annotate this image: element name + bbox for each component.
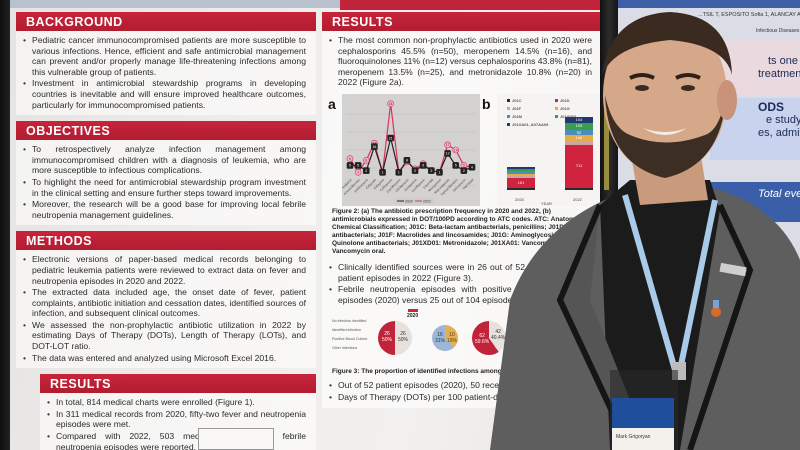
results-bullet: In 311 medical records from 2020, fifty-… [47,409,306,430]
bar-2022: 104 109 92 106 711 [565,116,593,190]
svg-text:2020: 2020 [405,199,413,203]
svg-text:5: 5 [357,164,359,168]
figure-1-frame [198,428,274,450]
poster-left-column: BACKGROUND Pediatric cancer immunocompro… [16,12,316,450]
svg-text:5: 5 [349,164,351,168]
bar-segment [507,167,535,170]
adjacent-poster-affiliation: Infectious Diseases Service and 2 [756,28,800,34]
bar-2020: 161 [507,167,535,190]
bar-segment: 92 [565,129,593,136]
bar-segment [565,187,593,190]
svg-text:8: 8 [406,159,408,163]
figure-2b-label: b [482,95,491,112]
pie-2020-overall [378,321,412,356]
background-bullet: Investment in antimicrobial stewardship … [23,78,306,110]
results-bullet: Febrile neutropenia episodes with positi… [329,284,592,305]
svg-text:17: 17 [446,143,450,147]
bar-segment [507,171,535,175]
objectives-bullet: To highlight the need for antimicrobial … [23,177,306,198]
methods-bullet: Electronic versions of paper-based medic… [23,254,306,286]
pie-2020-identified [432,325,458,352]
poster-middle-column: RESULTS The most common non-prophylactic… [322,12,607,414]
results-left-section: RESULTS In total, 814 medical charts wer… [40,374,316,450]
svg-text:9: 9 [349,157,351,161]
bar-segment: 109 [565,123,593,130]
svg-text:Linezolid: Linezolid [422,178,434,190]
bar-segment: 104 [565,116,593,124]
pie-year-2022: 2022 [510,309,521,319]
pie-legend: No infection identified Identified infec… [332,319,368,351]
objectives-section: OBJECTIVES To retrospectively analyze in… [16,121,316,226]
adjacent-poster-heading: ODS [758,100,785,114]
background-bullet: Pediatric cancer immunocompromised patie… [23,35,306,77]
bar-segment [507,169,535,172]
research-poster: BACKGROUND Pediatric cancer immunocompro… [10,0,607,450]
results-bullet: Compared with 2022, 503 medical records … [47,431,306,450]
svg-text:16: 16 [372,145,376,149]
bar-segment: 711 [565,145,593,188]
svg-text:21: 21 [389,136,393,140]
svg-text:1: 1 [398,171,400,175]
objectives-bullet: Moreover, the research will be a good ba… [23,199,306,220]
results-left-heading: RESULTS [40,374,316,394]
svg-text:1: 1 [357,171,359,175]
x-tick-2020: 2020 [515,196,524,202]
figure-3-pies: No infection identified Identified infec… [322,309,602,364]
figure-2-caption: Figure 2: (a) The antibiotic prescriptio… [332,207,586,255]
results-bullet: Clinically identified sources were in 26… [329,262,592,283]
results-bullet: Days of Therapy (DOTs) per 100 patient-d… [329,392,592,403]
svg-text:2: 2 [365,169,367,173]
bar-segment [507,174,535,177]
methods-bullet: We assessed the non-prophylactic antibio… [23,320,306,352]
results-bullet: In total, 814 medical charts were enroll… [47,397,306,408]
bar-segment [507,187,535,190]
svg-text:2: 2 [414,169,416,173]
svg-text:14: 14 [454,148,458,152]
poster-top-accent [340,0,600,10]
svg-text:12: 12 [446,152,450,156]
bar-segment: 161 [507,178,535,188]
x-tick-2022: 2022 [573,196,582,202]
methods-section: METHODS Electronic versions of paper-bas… [16,231,316,369]
svg-text:5: 5 [455,164,457,168]
results-bullet: Out of 52 patient episodes (2020), 50 re… [329,380,592,391]
figure-2a-label: a [328,95,336,112]
bar-segment [507,176,535,179]
svg-text:5: 5 [463,164,465,168]
adjacent-poster: ...TSIL T, ESPOSITO Sofia 1, ALANCAY Ale… [618,0,800,450]
bar-segment [565,141,593,146]
figure-2: a 91818141173621171454 55216121182521125… [322,93,607,206]
svg-text:4: 4 [471,165,473,169]
results-bullet: The most common non-prophylactic antibio… [329,35,592,88]
background-heading: BACKGROUND [16,12,316,31]
svg-text:2022: 2022 [423,199,431,203]
methods-bullet: The extracted data included age, the ons… [23,287,306,319]
board-edge-accent [604,90,609,190]
bar-segment: 106 [565,135,593,142]
methods-bullet: The data was entered and analyzed using … [23,353,306,364]
background-section: BACKGROUND Pediatric cancer immunocompro… [16,12,316,116]
results-middle-heading: RESULTS [322,12,602,31]
svg-text:1: 1 [382,171,384,175]
svg-text:41: 41 [389,102,393,106]
results-middle-section: RESULTS The most common non-prophylactic… [322,12,607,408]
objectives-bullet: To retrospectively analyze infection man… [23,144,306,176]
svg-text:5: 5 [422,164,424,168]
objectives-heading: OBJECTIVES [16,121,316,141]
svg-text:8: 8 [365,159,367,163]
svg-text:2: 2 [463,169,465,173]
adjacent-poster-authors: ...TSIL T, ESPOSITO Sofia 1, ALANCAY Ale… [698,12,800,18]
svg-text:2: 2 [430,169,432,173]
methods-heading: METHODS [16,231,316,251]
poster-board-post [600,0,618,450]
figure-3-caption: Figure 3: The proportion of identified i… [332,368,544,376]
x-axis-label: YEAR [541,200,552,206]
poster-top-band [10,0,600,8]
svg-text:1: 1 [438,171,440,175]
figure-2a-line-chart: 91818141173621171454 5521612118252112524… [341,93,480,206]
pie-year-2020: 2020 [407,309,418,319]
